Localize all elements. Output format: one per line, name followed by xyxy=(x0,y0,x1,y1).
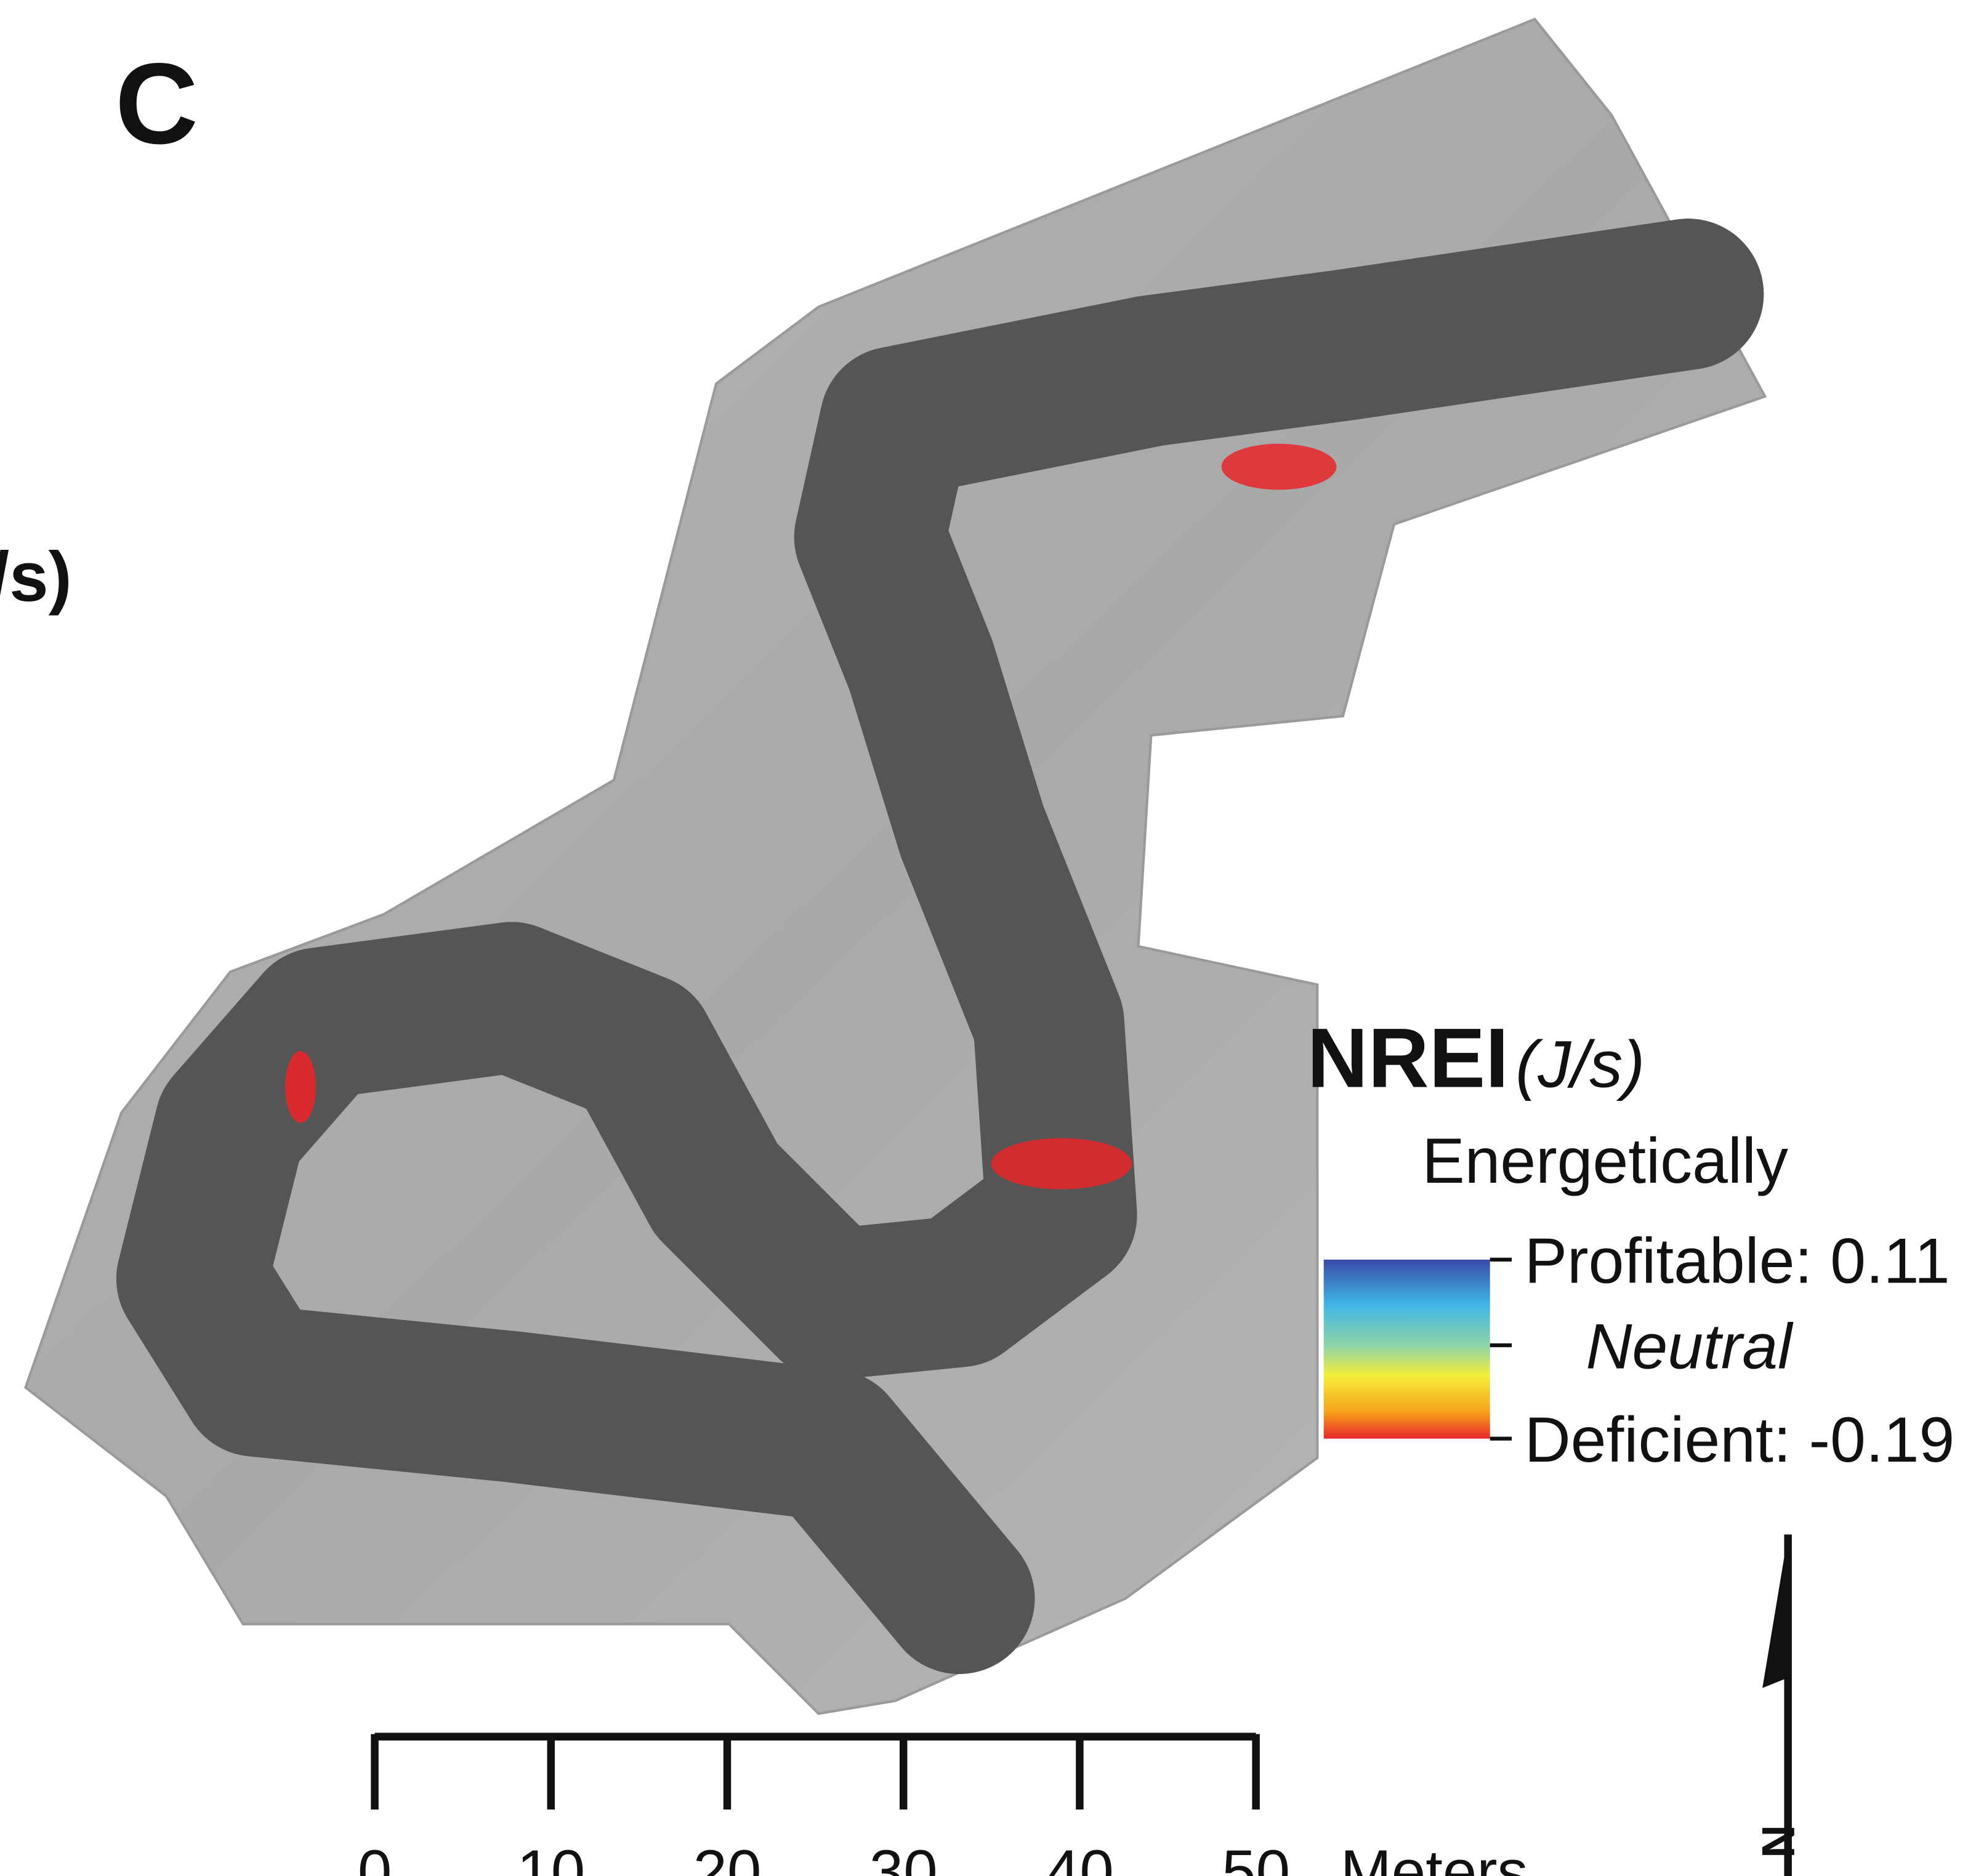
scale-unit: Meters xyxy=(1341,1838,1528,1876)
scale-tick-label: 20 xyxy=(693,1838,762,1876)
legend-unit: (J/s) xyxy=(1515,1026,1645,1101)
scale-tick-label: 10 xyxy=(517,1838,585,1876)
scale-tick-label: 0 xyxy=(358,1838,392,1876)
north-arrow-head xyxy=(1762,1534,1788,1688)
legend-title: NREI xyxy=(1307,1011,1509,1105)
legend-label: Neutral xyxy=(1586,1311,1794,1382)
river xyxy=(116,294,1764,1599)
hotspots xyxy=(285,443,1337,1190)
scale-tick-label: 30 xyxy=(869,1838,938,1876)
panel-label: C xyxy=(115,39,198,168)
scale-tick-label: 40 xyxy=(1046,1838,1114,1876)
terrain xyxy=(24,17,1767,1715)
cropped-label: /s) xyxy=(0,538,72,616)
legend-heading: Energetically xyxy=(1422,1125,1788,1197)
legend-label: Profitable: 0.11 xyxy=(1525,1225,1950,1297)
legend-ramp xyxy=(1323,1259,1490,1439)
north-label: N xyxy=(1752,1825,1804,1858)
legend-label: Deficient: -0.19 xyxy=(1525,1404,1954,1476)
scale-tick-label: 50 xyxy=(1222,1838,1290,1876)
